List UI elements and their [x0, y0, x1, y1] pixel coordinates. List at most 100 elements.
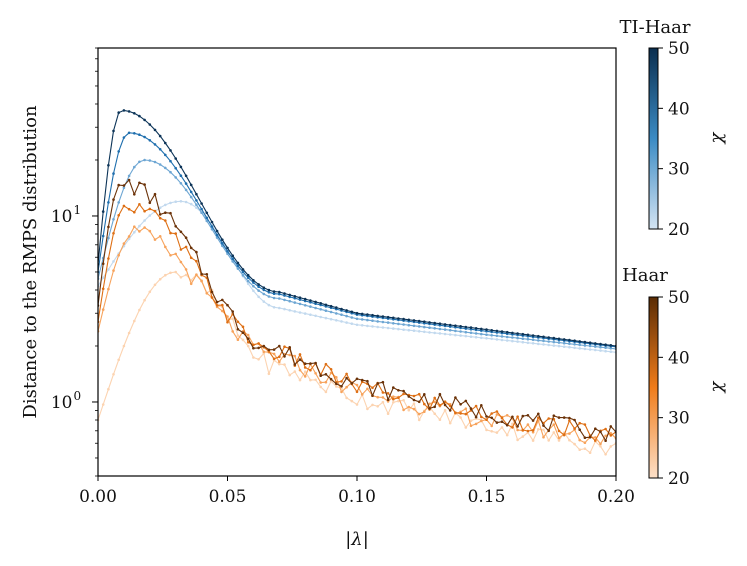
- data-point: [562, 338, 566, 341]
- data-point: [288, 295, 292, 299]
- data-point: [469, 326, 473, 329]
- data-point: [278, 292, 281, 296]
- data-point: [392, 397, 395, 401]
- data-point: [179, 182, 183, 185]
- data-point: [319, 374, 323, 378]
- data-point: [381, 326, 385, 329]
- data-point: [179, 230, 183, 234]
- data-point: [293, 296, 297, 300]
- data-point: [179, 260, 183, 264]
- data-point: [298, 378, 302, 382]
- data-point: [143, 219, 146, 222]
- x-tick-label: 0.15: [468, 487, 506, 507]
- data-point: [448, 409, 452, 412]
- data-point: [345, 321, 348, 324]
- data-point: [340, 313, 343, 317]
- data-point: [594, 436, 597, 439]
- data-point: [505, 423, 509, 427]
- data-point: [335, 382, 338, 386]
- data-point: [148, 229, 152, 233]
- data-point: [392, 401, 395, 404]
- data-point: [366, 313, 369, 316]
- data-point: [210, 290, 214, 294]
- data-point: [133, 319, 136, 323]
- data-point: [433, 327, 437, 330]
- data-point: [221, 303, 224, 307]
- data-point: [594, 342, 597, 345]
- data-point: [303, 297, 307, 301]
- data-point: [350, 316, 354, 319]
- data-point: [262, 286, 266, 290]
- data-point: [345, 372, 348, 376]
- data-point: [236, 338, 240, 342]
- data-point: [376, 325, 380, 329]
- data-point: [542, 339, 545, 343]
- data-point: [174, 176, 177, 179]
- data-point: [583, 441, 587, 445]
- data-point: [500, 330, 504, 333]
- colorbar-tiHaar-title: TI-Haar: [620, 17, 691, 38]
- data-point: [303, 312, 307, 315]
- data-point: [293, 295, 297, 298]
- data-point: [588, 348, 592, 351]
- data-point: [609, 347, 613, 350]
- series-line: [98, 178, 616, 443]
- data-point: [438, 327, 442, 331]
- data-point: [371, 394, 374, 398]
- data-point: [324, 362, 328, 366]
- data-point: [133, 165, 136, 169]
- data-point: [412, 394, 416, 398]
- data-point: [469, 331, 473, 335]
- data-point: [200, 272, 203, 276]
- data-point: [278, 355, 281, 359]
- data-point: [272, 296, 276, 300]
- data-point: [376, 314, 380, 318]
- data-point: [397, 396, 400, 400]
- data-point: [184, 273, 188, 277]
- data-point: [257, 283, 260, 286]
- series-ti-haar-chi-40: [98, 131, 616, 349]
- data-point: [568, 338, 571, 342]
- data-point: [127, 235, 131, 238]
- data-point: [557, 439, 561, 442]
- data-point: [495, 413, 499, 416]
- data-point: [122, 136, 126, 139]
- data-point: [319, 308, 323, 311]
- data-point: [169, 149, 172, 152]
- data-point: [392, 395, 395, 399]
- data-point: [272, 357, 276, 361]
- data-point: [153, 143, 157, 146]
- data-point: [578, 448, 581, 452]
- data-point: [252, 279, 255, 282]
- data-point: [184, 182, 188, 185]
- data-point: [402, 408, 405, 412]
- data-point: [107, 225, 110, 229]
- data-point: [252, 343, 255, 347]
- data-point: [386, 412, 390, 416]
- x-axis-label: |λ|: [345, 529, 369, 550]
- data-point: [309, 305, 312, 308]
- data-point: [236, 267, 240, 270]
- data-point: [309, 299, 312, 302]
- data-point: [594, 348, 597, 352]
- data-point: [474, 335, 478, 339]
- data-point: [526, 337, 530, 341]
- data-point: [417, 412, 421, 416]
- data-point: [288, 309, 292, 312]
- data-point: [568, 342, 571, 346]
- x-tick-label: 0.10: [338, 487, 376, 507]
- data-point: [547, 336, 550, 339]
- data-point: [516, 336, 519, 340]
- data-point: [303, 362, 307, 366]
- data-point: [283, 292, 286, 295]
- data-point: [485, 418, 488, 422]
- data-point: [205, 211, 209, 215]
- data-point: [107, 268, 110, 271]
- data-point: [324, 373, 328, 376]
- data-point: [547, 417, 550, 420]
- data-point: [107, 287, 110, 291]
- data-point: [303, 299, 307, 303]
- data-point: [158, 206, 162, 209]
- data-point: [490, 334, 494, 337]
- data-point: [246, 341, 250, 344]
